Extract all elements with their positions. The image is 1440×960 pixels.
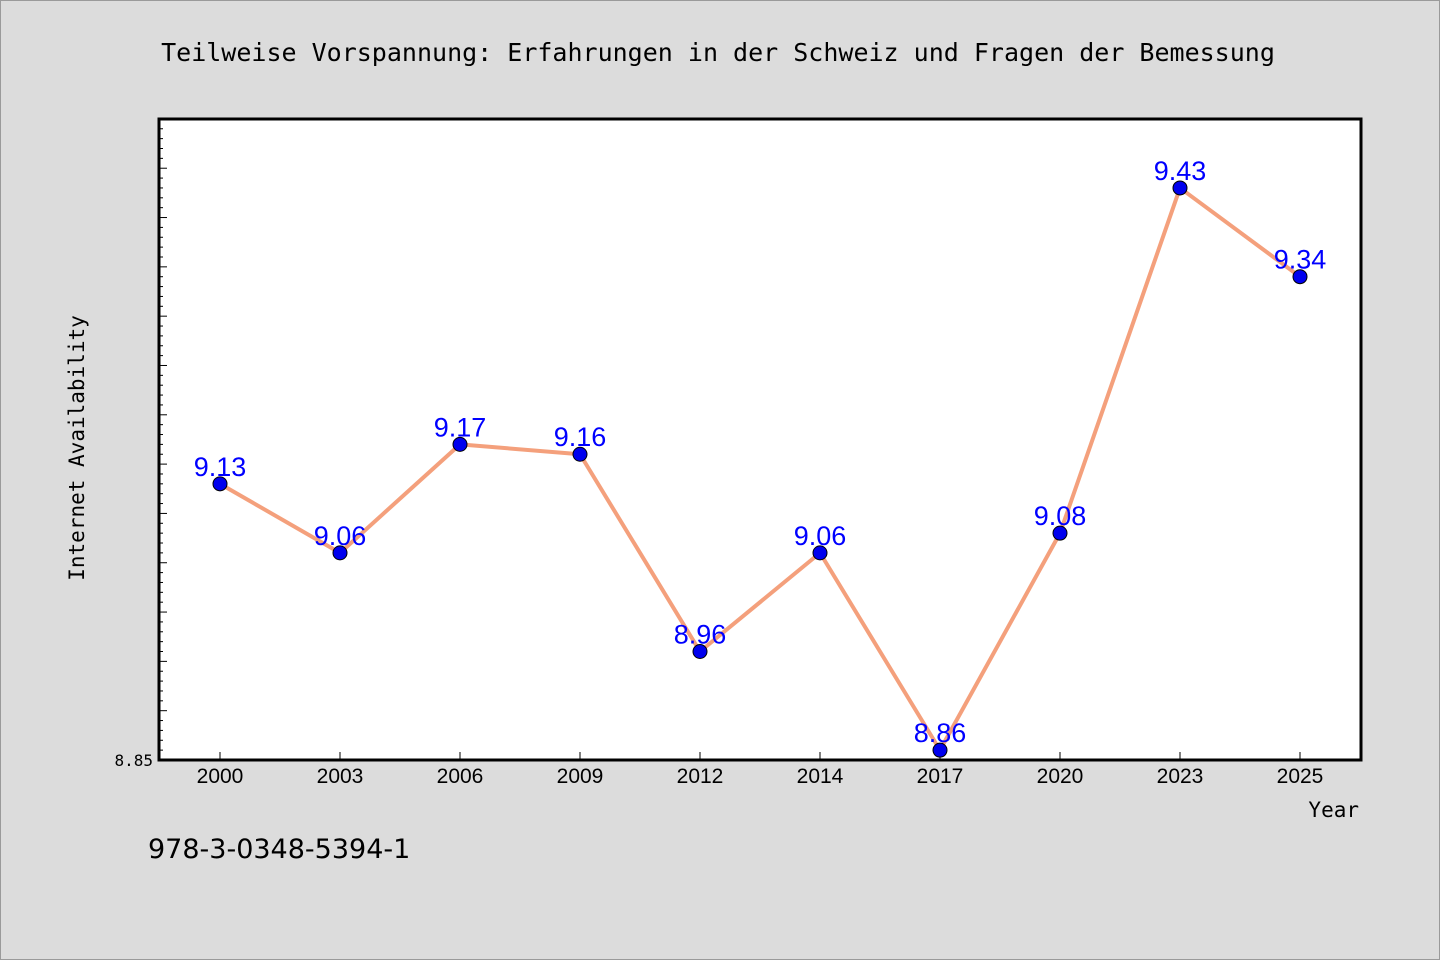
data-label: 9.17 bbox=[434, 412, 487, 442]
series-layer: 9.13 9.06 9.17 9.16 8.96 9.06 8.86 9.08 9.43 9.34 bbox=[194, 156, 1327, 758]
data-point bbox=[332, 545, 348, 561]
x-tick-label: 2006 bbox=[437, 765, 484, 788]
series-line bbox=[218, 185, 1302, 753]
data-label: 9.08 bbox=[1034, 501, 1087, 531]
x-axis-tick-labels: 2000 2003 2006 2009 2012 2014 2017 2020 2023 2025 bbox=[197, 765, 1324, 788]
data-label: 9.06 bbox=[314, 521, 367, 551]
data-point bbox=[692, 644, 708, 660]
data-point bbox=[932, 742, 948, 758]
chart-title: Teilweise Vorspannung: Erfahrungen in de… bbox=[161, 38, 1275, 67]
y-axis-label: Internet Availability bbox=[65, 315, 89, 581]
data-label: 8.96 bbox=[674, 620, 727, 650]
x-axis-label: Year bbox=[1308, 798, 1359, 822]
data-label: 9.16 bbox=[554, 422, 607, 452]
x-axis-ticks bbox=[219, 752, 1301, 760]
data-point bbox=[212, 476, 228, 492]
data-point bbox=[1172, 180, 1188, 196]
data-point bbox=[812, 545, 828, 561]
x-tick-label: 2000 bbox=[197, 765, 244, 788]
y-tick-label: 8.85 bbox=[114, 751, 153, 770]
x-tick-label: 2009 bbox=[557, 765, 604, 788]
data-label: 9.34 bbox=[1274, 245, 1327, 275]
y-axis-ticks bbox=[159, 128, 167, 761]
x-tick-label: 2014 bbox=[797, 765, 844, 788]
x-tick-label: 2017 bbox=[917, 765, 964, 788]
data-label: 9.13 bbox=[194, 452, 247, 482]
data-point bbox=[572, 446, 588, 462]
data-point bbox=[1052, 525, 1068, 541]
x-tick-label: 2023 bbox=[1157, 765, 1204, 788]
x-tick-label: 2020 bbox=[1037, 765, 1084, 788]
data-label: 9.06 bbox=[794, 521, 847, 551]
data-point bbox=[1292, 269, 1308, 285]
x-tick-label: 2025 bbox=[1277, 765, 1324, 788]
isbn-code: 978-3-0348-5394-1 bbox=[148, 834, 411, 865]
x-tick-label: 2012 bbox=[677, 765, 724, 788]
data-point bbox=[452, 436, 468, 452]
plot-area bbox=[157, 117, 1363, 762]
x-tick-label: 2003 bbox=[317, 765, 364, 788]
data-label: 8.86 bbox=[914, 718, 967, 748]
data-label: 9.43 bbox=[1154, 156, 1207, 186]
